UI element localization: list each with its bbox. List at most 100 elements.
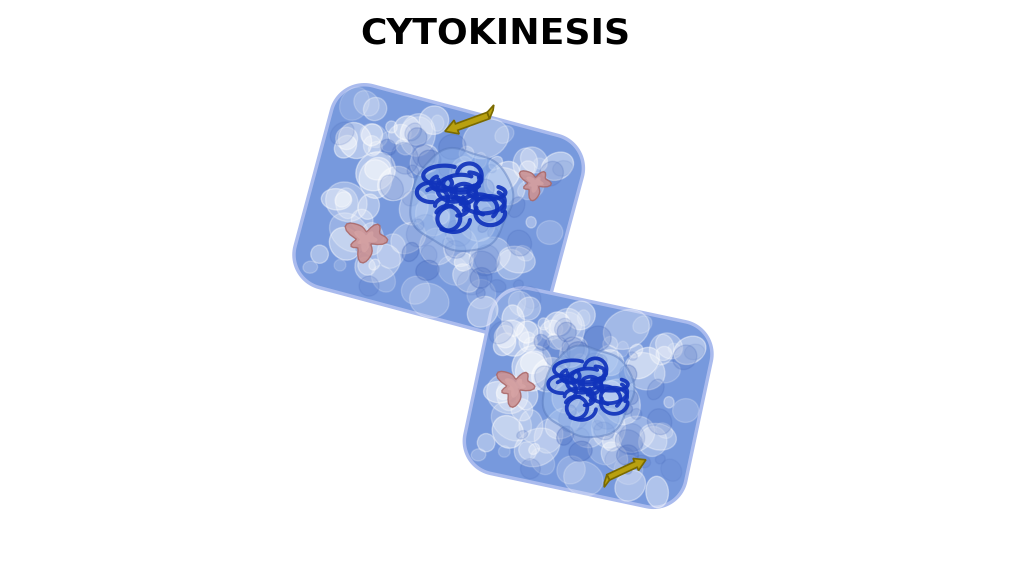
Ellipse shape <box>538 318 550 330</box>
Ellipse shape <box>364 135 381 156</box>
Ellipse shape <box>534 158 547 169</box>
Ellipse shape <box>649 334 674 365</box>
Ellipse shape <box>467 296 498 327</box>
Ellipse shape <box>335 135 356 158</box>
Ellipse shape <box>310 245 329 263</box>
Ellipse shape <box>517 179 544 200</box>
Ellipse shape <box>365 157 391 180</box>
Ellipse shape <box>380 175 403 200</box>
Ellipse shape <box>322 188 351 210</box>
Ellipse shape <box>601 379 640 425</box>
Ellipse shape <box>487 161 520 193</box>
Ellipse shape <box>476 288 485 298</box>
Ellipse shape <box>413 145 435 168</box>
Ellipse shape <box>438 256 469 285</box>
Ellipse shape <box>625 352 665 390</box>
Ellipse shape <box>552 378 581 413</box>
Ellipse shape <box>655 333 683 359</box>
Ellipse shape <box>420 228 455 265</box>
Ellipse shape <box>410 283 449 318</box>
Ellipse shape <box>516 385 538 410</box>
Ellipse shape <box>364 98 387 121</box>
Ellipse shape <box>457 269 487 295</box>
Ellipse shape <box>400 117 432 145</box>
Ellipse shape <box>340 87 370 120</box>
Ellipse shape <box>559 337 588 367</box>
Ellipse shape <box>359 160 392 199</box>
Ellipse shape <box>557 456 586 484</box>
Ellipse shape <box>419 106 449 134</box>
Ellipse shape <box>640 424 677 450</box>
Ellipse shape <box>421 245 437 263</box>
Ellipse shape <box>508 197 525 217</box>
Ellipse shape <box>593 403 618 429</box>
Ellipse shape <box>336 127 357 149</box>
Ellipse shape <box>624 391 638 404</box>
Ellipse shape <box>330 227 360 260</box>
Ellipse shape <box>519 442 537 460</box>
Ellipse shape <box>408 128 427 147</box>
Ellipse shape <box>584 326 611 351</box>
Ellipse shape <box>497 249 524 280</box>
Polygon shape <box>607 459 646 480</box>
Ellipse shape <box>496 320 529 356</box>
Ellipse shape <box>477 179 495 198</box>
Ellipse shape <box>334 259 346 271</box>
Ellipse shape <box>673 399 698 422</box>
Ellipse shape <box>574 354 585 363</box>
Ellipse shape <box>378 166 414 201</box>
Ellipse shape <box>453 264 479 292</box>
Ellipse shape <box>467 279 496 309</box>
Ellipse shape <box>445 220 471 246</box>
Ellipse shape <box>603 310 649 350</box>
Ellipse shape <box>492 402 531 441</box>
Ellipse shape <box>535 366 558 391</box>
Ellipse shape <box>399 190 428 225</box>
Text: CYTOKINESIS: CYTOKINESIS <box>360 17 630 51</box>
Ellipse shape <box>463 119 509 158</box>
Ellipse shape <box>586 353 603 367</box>
Ellipse shape <box>453 161 479 187</box>
Ellipse shape <box>407 214 438 247</box>
Ellipse shape <box>629 344 643 358</box>
Ellipse shape <box>474 245 500 272</box>
Ellipse shape <box>563 461 603 496</box>
Ellipse shape <box>369 259 380 270</box>
Ellipse shape <box>357 257 376 275</box>
Ellipse shape <box>566 405 577 416</box>
Ellipse shape <box>499 246 536 273</box>
Ellipse shape <box>569 441 592 461</box>
Ellipse shape <box>419 150 441 170</box>
Ellipse shape <box>330 213 370 252</box>
Ellipse shape <box>627 347 659 379</box>
Ellipse shape <box>557 322 577 342</box>
Ellipse shape <box>435 188 447 199</box>
Ellipse shape <box>497 380 519 411</box>
Ellipse shape <box>639 426 667 456</box>
Ellipse shape <box>391 143 418 174</box>
Ellipse shape <box>512 345 552 384</box>
Ellipse shape <box>451 165 462 176</box>
Ellipse shape <box>557 426 573 445</box>
Ellipse shape <box>655 423 673 438</box>
Ellipse shape <box>450 156 473 186</box>
Ellipse shape <box>647 379 665 400</box>
Polygon shape <box>604 475 609 487</box>
Ellipse shape <box>404 123 422 141</box>
Ellipse shape <box>411 145 438 175</box>
Ellipse shape <box>469 237 510 274</box>
Ellipse shape <box>615 430 642 455</box>
Ellipse shape <box>484 168 525 205</box>
Ellipse shape <box>684 344 705 360</box>
Polygon shape <box>354 231 378 253</box>
Ellipse shape <box>361 124 383 146</box>
Ellipse shape <box>497 384 512 400</box>
Ellipse shape <box>488 156 503 170</box>
Ellipse shape <box>520 287 541 309</box>
Ellipse shape <box>528 443 540 455</box>
Ellipse shape <box>380 131 399 152</box>
Ellipse shape <box>360 124 387 148</box>
Ellipse shape <box>356 244 367 252</box>
Ellipse shape <box>526 217 537 228</box>
Ellipse shape <box>381 139 396 155</box>
